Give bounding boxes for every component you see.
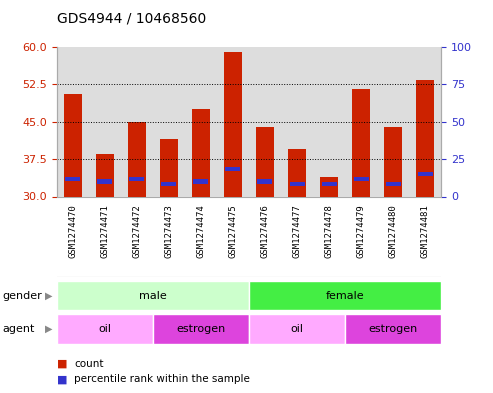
Bar: [153, 314, 249, 344]
Bar: [385, 127, 402, 196]
Text: GSM1274476: GSM1274476: [260, 204, 270, 258]
Text: GSM1274473: GSM1274473: [164, 204, 174, 258]
Bar: [225, 167, 241, 171]
Bar: [97, 179, 112, 184]
Bar: [224, 52, 242, 196]
Bar: [345, 314, 441, 344]
Bar: [57, 314, 153, 344]
Text: estrogen: estrogen: [369, 324, 418, 334]
Text: count: count: [74, 358, 104, 369]
Bar: [345, 47, 377, 196]
Bar: [57, 47, 89, 196]
Bar: [128, 122, 145, 196]
Bar: [64, 94, 81, 196]
Text: female: female: [326, 291, 364, 301]
Text: GSM1274475: GSM1274475: [228, 204, 238, 258]
Bar: [256, 127, 274, 196]
Bar: [96, 154, 113, 196]
Text: GSM1274474: GSM1274474: [196, 204, 206, 258]
Bar: [289, 182, 305, 186]
Bar: [65, 177, 80, 181]
Bar: [217, 47, 249, 196]
Text: GSM1274477: GSM1274477: [292, 204, 302, 258]
Text: agent: agent: [2, 324, 35, 334]
Text: GDS4944 / 10468560: GDS4944 / 10468560: [57, 11, 206, 26]
Text: GSM1274472: GSM1274472: [132, 204, 141, 258]
Bar: [193, 179, 209, 184]
Bar: [288, 149, 306, 196]
Text: GSM1274471: GSM1274471: [100, 204, 109, 258]
Bar: [249, 314, 345, 344]
Text: ▶: ▶: [45, 291, 53, 301]
Text: GSM1274470: GSM1274470: [68, 204, 77, 258]
Bar: [185, 47, 217, 196]
Text: ▶: ▶: [45, 324, 53, 334]
Text: male: male: [139, 291, 167, 301]
Text: GSM1274479: GSM1274479: [356, 204, 366, 258]
Bar: [377, 47, 409, 196]
Bar: [121, 47, 153, 196]
Bar: [352, 90, 370, 196]
Text: oil: oil: [98, 324, 111, 334]
Text: GSM1274478: GSM1274478: [324, 204, 334, 258]
Bar: [192, 109, 210, 196]
Bar: [129, 177, 144, 181]
Text: ■: ■: [57, 374, 67, 384]
Bar: [249, 47, 281, 196]
Bar: [89, 47, 121, 196]
Bar: [409, 47, 441, 196]
Bar: [257, 179, 273, 184]
Bar: [386, 182, 401, 186]
Bar: [353, 177, 369, 181]
Bar: [417, 79, 434, 196]
Bar: [153, 47, 185, 196]
Text: estrogen: estrogen: [176, 324, 225, 334]
Bar: [281, 47, 313, 196]
Text: gender: gender: [2, 291, 42, 301]
Bar: [320, 176, 338, 196]
Text: ■: ■: [57, 358, 67, 369]
Text: oil: oil: [290, 324, 304, 334]
Text: GSM1274481: GSM1274481: [421, 204, 430, 258]
Bar: [249, 281, 441, 310]
Bar: [160, 139, 177, 196]
Bar: [57, 281, 249, 310]
Bar: [161, 182, 176, 186]
Bar: [313, 47, 345, 196]
Bar: [321, 182, 337, 186]
Text: percentile rank within the sample: percentile rank within the sample: [74, 374, 250, 384]
Text: GSM1274480: GSM1274480: [388, 204, 398, 258]
Bar: [418, 172, 433, 176]
